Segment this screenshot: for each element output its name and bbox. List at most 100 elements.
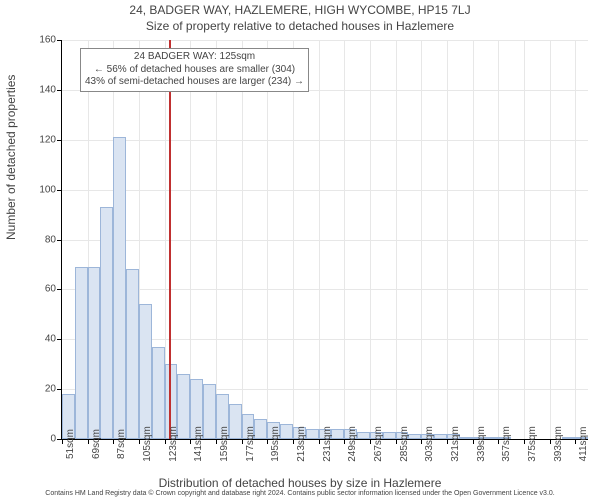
- xtick-mark: [267, 439, 268, 444]
- gridline-h: [62, 140, 588, 141]
- ytick-label: 60: [26, 284, 56, 295]
- x-axis-label: Distribution of detached houses by size …: [0, 476, 600, 490]
- histogram-bar: [254, 419, 267, 439]
- page-title: 24, BADGER WAY, HAZLEMERE, HIGH WYCOMBE,…: [0, 3, 600, 17]
- gridline-h: [62, 240, 588, 241]
- gridline-v: [575, 40, 576, 439]
- ytick-label: 140: [26, 84, 56, 95]
- xtick-label: 213sqm: [296, 426, 307, 462]
- annotation-box: 24 BADGER WAY: 125sqm← 56% of detached h…: [80, 48, 309, 92]
- histogram-bar: [562, 437, 575, 439]
- xtick-label: 123sqm: [168, 426, 179, 462]
- xtick-mark: [575, 439, 576, 444]
- xtick-mark: [113, 439, 114, 444]
- xtick-label: 339sqm: [476, 426, 487, 462]
- annotation-line: 43% of semi-detached houses are larger (…: [85, 76, 304, 89]
- xtick-label: 375sqm: [527, 426, 538, 462]
- xtick-label: 177sqm: [245, 426, 256, 462]
- xtick-label: 105sqm: [142, 426, 153, 462]
- ytick-label: 0: [26, 434, 56, 445]
- gridline-h: [62, 190, 588, 191]
- histogram-bar: [75, 267, 88, 439]
- xtick-mark: [319, 439, 320, 444]
- xtick-label: 285sqm: [399, 426, 410, 462]
- gridline-v: [421, 40, 422, 439]
- xtick-mark: [62, 439, 63, 444]
- xtick-label: 87sqm: [116, 429, 127, 459]
- gridline-v: [344, 40, 345, 439]
- histogram-bar: [203, 384, 216, 439]
- gridline-v: [473, 40, 474, 439]
- gridline-v: [550, 40, 551, 439]
- gridline-v: [319, 40, 320, 439]
- ytick-mark: [57, 389, 62, 390]
- xtick-mark: [447, 439, 448, 444]
- ytick-mark: [57, 90, 62, 91]
- xtick-mark: [344, 439, 345, 444]
- plot-area: 24 BADGER WAY: 125sqm← 56% of detached h…: [61, 40, 588, 440]
- xtick-mark: [396, 439, 397, 444]
- ytick-label: 100: [26, 184, 56, 195]
- xtick-label: 393sqm: [553, 426, 564, 462]
- xtick-label: 267sqm: [373, 426, 384, 462]
- xtick-label: 51sqm: [65, 429, 76, 459]
- ytick-mark: [57, 40, 62, 41]
- ytick-label: 160: [26, 35, 56, 46]
- histogram-bar: [177, 374, 190, 439]
- reference-line: [169, 40, 171, 439]
- xtick-label: 303sqm: [424, 426, 435, 462]
- xtick-mark: [498, 439, 499, 444]
- histogram-bar: [383, 432, 396, 439]
- xtick-label: 249sqm: [347, 426, 358, 462]
- gridline-h: [62, 40, 588, 41]
- xtick-mark: [524, 439, 525, 444]
- gridline-v: [498, 40, 499, 439]
- histogram-bar: [229, 404, 242, 439]
- page-subtitle: Size of property relative to detached ho…: [0, 19, 600, 33]
- footer-line-1: Contains HM Land Registry data © Crown c…: [45, 490, 285, 497]
- histogram-bar: [100, 207, 113, 439]
- xtick-mark: [421, 439, 422, 444]
- xtick-label: 321sqm: [450, 426, 461, 462]
- histogram-bar: [306, 429, 319, 439]
- histogram-bar: [152, 347, 165, 439]
- histogram-bar: [357, 432, 370, 439]
- ytick-mark: [57, 240, 62, 241]
- histogram-bar: [113, 137, 126, 439]
- gridline-v: [524, 40, 525, 439]
- gridline-v: [242, 40, 243, 439]
- footer-text: Contains HM Land Registry data © Crown c…: [0, 490, 600, 497]
- xtick-label: 141sqm: [193, 426, 204, 462]
- xtick-label: 411sqm: [578, 427, 589, 462]
- xtick-mark: [88, 439, 89, 444]
- xtick-mark: [190, 439, 191, 444]
- gridline-v: [447, 40, 448, 439]
- histogram-bar: [126, 269, 139, 439]
- ytick-label: 80: [26, 234, 56, 245]
- histogram-bar: [280, 424, 293, 439]
- y-axis-label: Number of detached properties: [4, 75, 18, 240]
- gridline-v: [267, 40, 268, 439]
- xtick-mark: [550, 439, 551, 444]
- gridline-v: [216, 40, 217, 439]
- ytick-mark: [57, 289, 62, 290]
- histogram-bar: [485, 437, 498, 439]
- ytick-mark: [57, 140, 62, 141]
- ytick-label: 20: [26, 384, 56, 395]
- gridline-h: [62, 289, 588, 290]
- histogram-bar: [408, 434, 421, 439]
- ytick-mark: [57, 190, 62, 191]
- xtick-mark: [242, 439, 243, 444]
- gridline-v: [370, 40, 371, 439]
- ytick-mark: [57, 339, 62, 340]
- xtick-mark: [293, 439, 294, 444]
- histogram-bar: [460, 437, 473, 439]
- footer-line-2: Contains public sector information licen…: [287, 490, 554, 497]
- annotation-line: 24 BADGER WAY: 125sqm: [85, 51, 304, 64]
- xtick-mark: [370, 439, 371, 444]
- histogram-bar: [88, 267, 101, 439]
- gridline-v: [396, 40, 397, 439]
- xtick-mark: [216, 439, 217, 444]
- histogram-bar: [139, 304, 152, 439]
- xtick-label: 195sqm: [270, 426, 281, 462]
